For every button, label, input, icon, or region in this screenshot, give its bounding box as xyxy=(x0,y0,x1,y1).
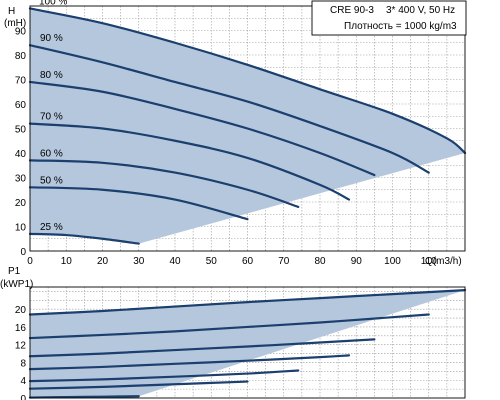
performance-curves xyxy=(28,7,467,399)
power-curve-100 xyxy=(28,289,467,316)
q-tick-label: 80 xyxy=(314,256,326,267)
power-curve-50 xyxy=(28,380,249,390)
head-curve-90 xyxy=(28,44,430,174)
curve-label-100: 100 % xyxy=(39,0,67,7)
plot-frames xyxy=(29,5,466,399)
pump-model-label: CRE 90-3 xyxy=(330,5,374,16)
head-curve-80 xyxy=(28,80,376,177)
h-tick-label: 80 xyxy=(15,51,27,62)
h-tick-label: 30 xyxy=(15,174,27,185)
operating-area-fill xyxy=(30,290,465,398)
power-curve-90 xyxy=(28,313,430,340)
p1-tick-label: 16 xyxy=(15,323,27,334)
h-tick-label: 90 xyxy=(15,27,27,38)
q-tick-label: 60 xyxy=(242,256,254,267)
p1-tick-label: 20 xyxy=(15,305,27,316)
q-tick-label: 90 xyxy=(351,256,363,267)
p1-tick-label: 12 xyxy=(15,341,27,352)
h-axis-label: H xyxy=(8,6,15,17)
info-box-frame xyxy=(311,0,467,36)
curve-label-25: 25 % xyxy=(40,222,63,233)
power-plot-frame xyxy=(29,286,466,399)
operating-area xyxy=(30,8,465,398)
q-tick-label: 0 xyxy=(27,256,33,267)
power-curve-60 xyxy=(28,369,300,383)
h-tick-label: 60 xyxy=(15,100,27,111)
p1-axis-label: P1 xyxy=(8,266,21,277)
curve-label-50: 50 % xyxy=(40,175,63,186)
power-curve-70 xyxy=(28,354,351,371)
h-tick-label: 40 xyxy=(15,149,27,160)
q-tick-label: 100 xyxy=(384,256,401,267)
q-tick-label: 30 xyxy=(133,256,145,267)
curve-label-90: 90 % xyxy=(40,33,63,44)
head-curve-50 xyxy=(28,186,249,221)
curve-label-80: 80 % xyxy=(40,70,63,81)
q-axis-label: Q(m3/h) xyxy=(425,256,462,267)
q-tick-label: 50 xyxy=(206,256,218,267)
head-curve-100 xyxy=(28,7,467,155)
q-tick-label: 10 xyxy=(61,256,73,267)
h-tick-label: 20 xyxy=(15,198,27,209)
axis-labels: H (mH) P1 (kWP1) Q(m3/h) 100 % 90 % 80 % 70… xyxy=(0,0,462,400)
h-axis-unit: (mH) xyxy=(4,18,26,29)
q-tick-label: 40 xyxy=(169,256,181,267)
p1-axis-unit: (kWP1) xyxy=(0,279,33,290)
p1-tick-label: 8 xyxy=(20,358,26,369)
h-tick-label: 0 xyxy=(20,247,26,258)
head-curve-60 xyxy=(28,159,300,208)
density-label: Плотность = 1000 kg/m3 xyxy=(344,21,457,32)
operating-area-fill xyxy=(30,8,465,244)
q-tick-label: 20 xyxy=(97,256,109,267)
power-curve-25 xyxy=(28,395,140,399)
power-curve-80 xyxy=(28,338,376,358)
q-tick-label: 70 xyxy=(278,256,290,267)
head-curve-70 xyxy=(28,122,351,201)
h-tick-label: 70 xyxy=(15,76,27,87)
info-box: CRE 90-3 3* 400 V, 50 Hz Плотность = 100… xyxy=(311,0,467,36)
head-curve-25 xyxy=(28,232,140,245)
h-tick-label: 10 xyxy=(15,223,27,234)
p1-tick-label: 4 xyxy=(20,376,26,387)
q-tick-label: 110 xyxy=(421,256,437,267)
head-plot-frame xyxy=(29,5,466,252)
h-tick-label: 50 xyxy=(15,125,27,136)
curve-label-70: 70 % xyxy=(40,112,63,123)
curve-label-60: 60 % xyxy=(40,148,63,159)
supply-label: 3* 400 V, 50 Hz xyxy=(386,5,455,16)
p1-tick-label: 0 xyxy=(20,394,26,400)
